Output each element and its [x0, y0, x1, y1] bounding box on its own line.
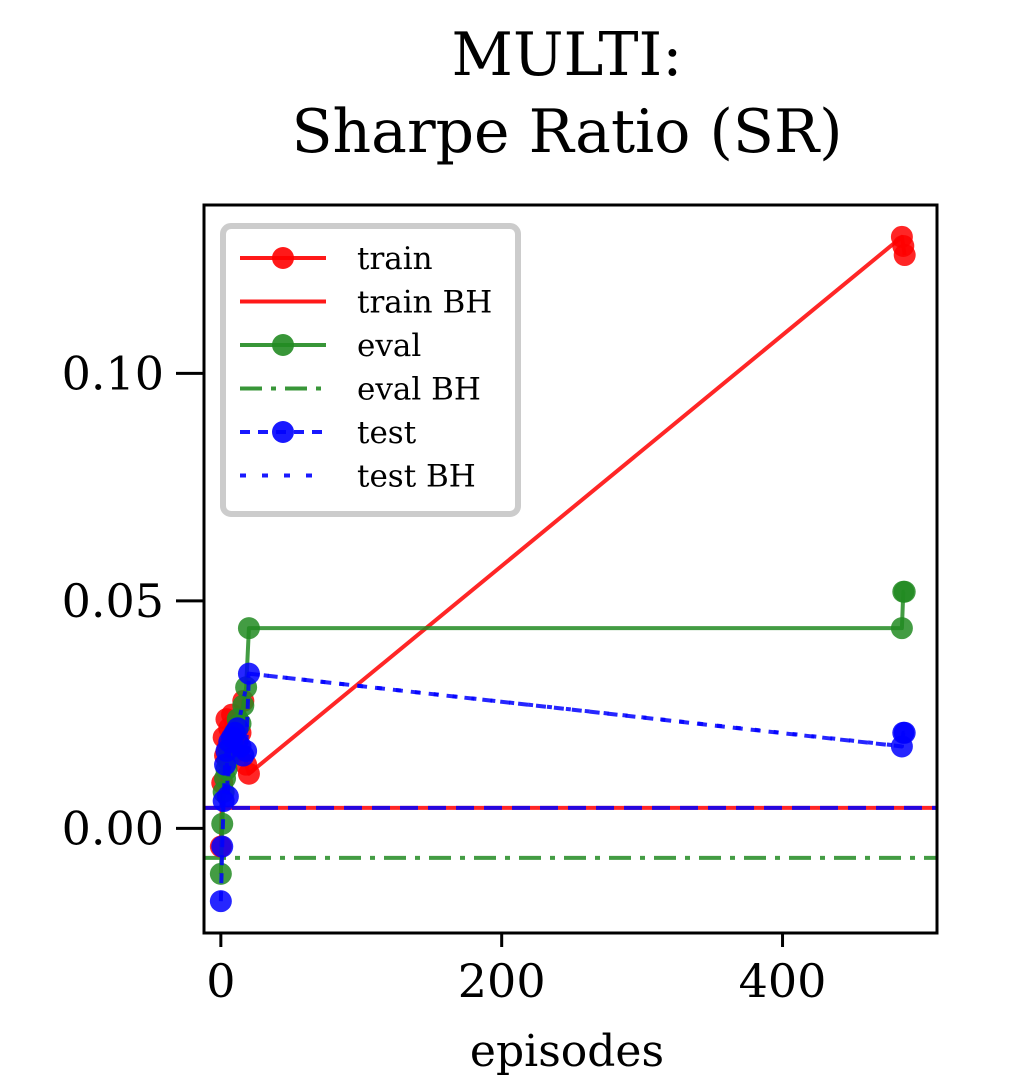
chart-title-line2: Sharpe Ratio (SR): [291, 97, 842, 167]
x-tick-label: 400: [739, 954, 827, 1008]
test-point: [216, 785, 239, 808]
eval-point: [237, 617, 260, 640]
axes: 0 200 400 0.00 0.05 0.10: [62, 346, 827, 1008]
plot-frame: [202, 203, 939, 935]
y-tick-label: 0.10: [62, 346, 164, 400]
train-point: [237, 762, 260, 785]
train-point: [893, 244, 916, 267]
train-legend-marker: [272, 247, 294, 269]
y-tick-label: 0.00: [62, 801, 164, 855]
test-point: [211, 835, 234, 858]
test-point: [226, 717, 249, 740]
x-axis-label: episodes: [470, 1026, 664, 1077]
test-point: [893, 721, 916, 744]
eval-legend-marker: [272, 334, 294, 356]
eval-legend-label: eval: [357, 328, 421, 364]
test-line: [218, 671, 906, 902]
train-legend-label: train: [357, 241, 433, 277]
test-bh-legend-label: test BH: [357, 459, 476, 495]
eval-point: [890, 617, 913, 640]
legend: train train BH eval eval BH test test BH: [220, 223, 521, 517]
y-tick-label: 0.05: [62, 574, 164, 628]
eval-line: [218, 589, 906, 874]
legend-box: [220, 223, 521, 517]
x-tick-label: 200: [458, 954, 546, 1008]
test-legend-marker: [272, 421, 294, 443]
x-tick-label: 0: [206, 954, 235, 1008]
plot-area: [204, 225, 937, 913]
train-bh-legend-label: train BH: [357, 285, 492, 321]
eval-point: [893, 580, 916, 603]
chart-title-line1: MULTI:: [452, 20, 683, 90]
eval-bh-legend-label: eval BH: [357, 372, 481, 408]
test-point: [235, 740, 258, 762]
test-legend-label: test: [357, 415, 417, 451]
test-point: [209, 890, 232, 913]
test-bh-line: [218, 671, 905, 809]
